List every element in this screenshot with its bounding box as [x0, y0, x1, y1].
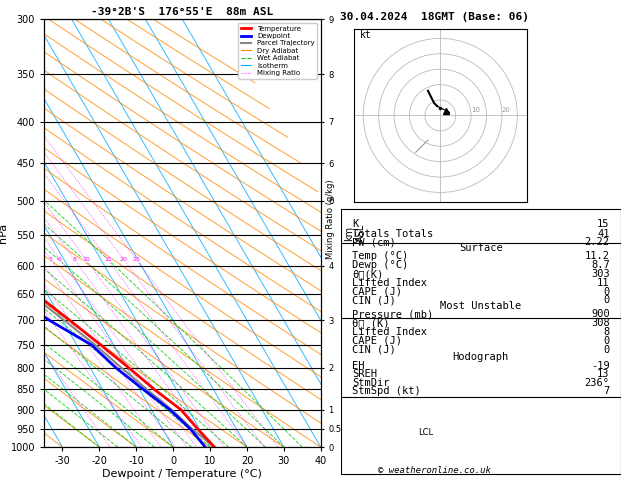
Legend: Temperature, Dewpoint, Parcel Trajectory, Dry Adiabat, Wet Adiabat, Isotherm, Mi: Temperature, Dewpoint, Parcel Trajectory…: [238, 23, 317, 79]
Text: 308: 308: [591, 318, 610, 329]
Text: Lifted Index: Lifted Index: [352, 327, 427, 337]
Text: LCL: LCL: [418, 428, 433, 437]
Text: 11: 11: [597, 278, 610, 288]
Text: 11.2: 11.2: [584, 251, 610, 261]
Text: © weatheronline.co.uk: © weatheronline.co.uk: [377, 466, 491, 475]
Text: 5: 5: [49, 257, 53, 262]
Text: 0: 0: [603, 345, 610, 354]
Text: Hodograph: Hodograph: [453, 352, 509, 362]
Text: Surface: Surface: [459, 243, 503, 253]
Text: 13: 13: [597, 369, 610, 379]
Text: 8: 8: [603, 327, 610, 337]
Text: CAPE (J): CAPE (J): [352, 336, 402, 346]
Text: StmSpd (kt): StmSpd (kt): [352, 386, 421, 396]
Text: 0: 0: [603, 287, 610, 296]
Text: kt: kt: [360, 31, 372, 40]
Text: 2.22: 2.22: [584, 237, 610, 247]
Text: 7: 7: [603, 386, 610, 396]
Text: 8.7: 8.7: [591, 260, 610, 270]
Text: 41: 41: [597, 228, 610, 239]
Text: 0: 0: [603, 295, 610, 305]
Text: Temp (°C): Temp (°C): [352, 251, 408, 261]
Text: 236°: 236°: [584, 378, 610, 388]
Text: Lifted Index: Lifted Index: [352, 278, 427, 288]
Text: 20: 20: [502, 107, 511, 113]
Text: 8: 8: [72, 257, 77, 262]
Title: -39°2B'S  176°55'E  88m ASL: -39°2B'S 176°55'E 88m ASL: [91, 7, 274, 17]
Text: 15: 15: [597, 219, 610, 229]
Text: K: K: [352, 219, 359, 229]
Text: Totals Totals: Totals Totals: [352, 228, 433, 239]
X-axis label: Dewpoint / Temperature (°C): Dewpoint / Temperature (°C): [103, 469, 262, 479]
Text: 6: 6: [58, 257, 62, 262]
Text: -19: -19: [591, 361, 610, 371]
Text: θᴇ(K): θᴇ(K): [352, 269, 383, 279]
Text: PW (cm): PW (cm): [352, 237, 396, 247]
Text: 20: 20: [120, 257, 128, 262]
Text: Mixing Ratio (g/kg): Mixing Ratio (g/kg): [326, 179, 335, 259]
Text: 25: 25: [133, 257, 140, 262]
Text: CAPE (J): CAPE (J): [352, 287, 402, 296]
Text: EH: EH: [352, 361, 365, 371]
Text: SREH: SREH: [352, 369, 377, 379]
Text: Dewp (°C): Dewp (°C): [352, 260, 408, 270]
Text: CIN (J): CIN (J): [352, 345, 396, 354]
Text: 303: 303: [591, 269, 610, 279]
Text: 15: 15: [104, 257, 112, 262]
Text: Pressure (mb): Pressure (mb): [352, 310, 433, 319]
Text: 0: 0: [603, 336, 610, 346]
Text: Most Unstable: Most Unstable: [440, 301, 521, 312]
Text: 10: 10: [82, 257, 90, 262]
Text: 900: 900: [591, 310, 610, 319]
Text: θᴇ (K): θᴇ (K): [352, 318, 389, 329]
Text: CIN (J): CIN (J): [352, 295, 396, 305]
Y-axis label: hPa: hPa: [0, 223, 8, 243]
Text: StmDir: StmDir: [352, 378, 389, 388]
Text: 10: 10: [471, 107, 480, 113]
Y-axis label: km
ASL: km ASL: [344, 224, 366, 243]
Text: 30.04.2024  18GMT (Base: 06): 30.04.2024 18GMT (Base: 06): [340, 12, 528, 22]
